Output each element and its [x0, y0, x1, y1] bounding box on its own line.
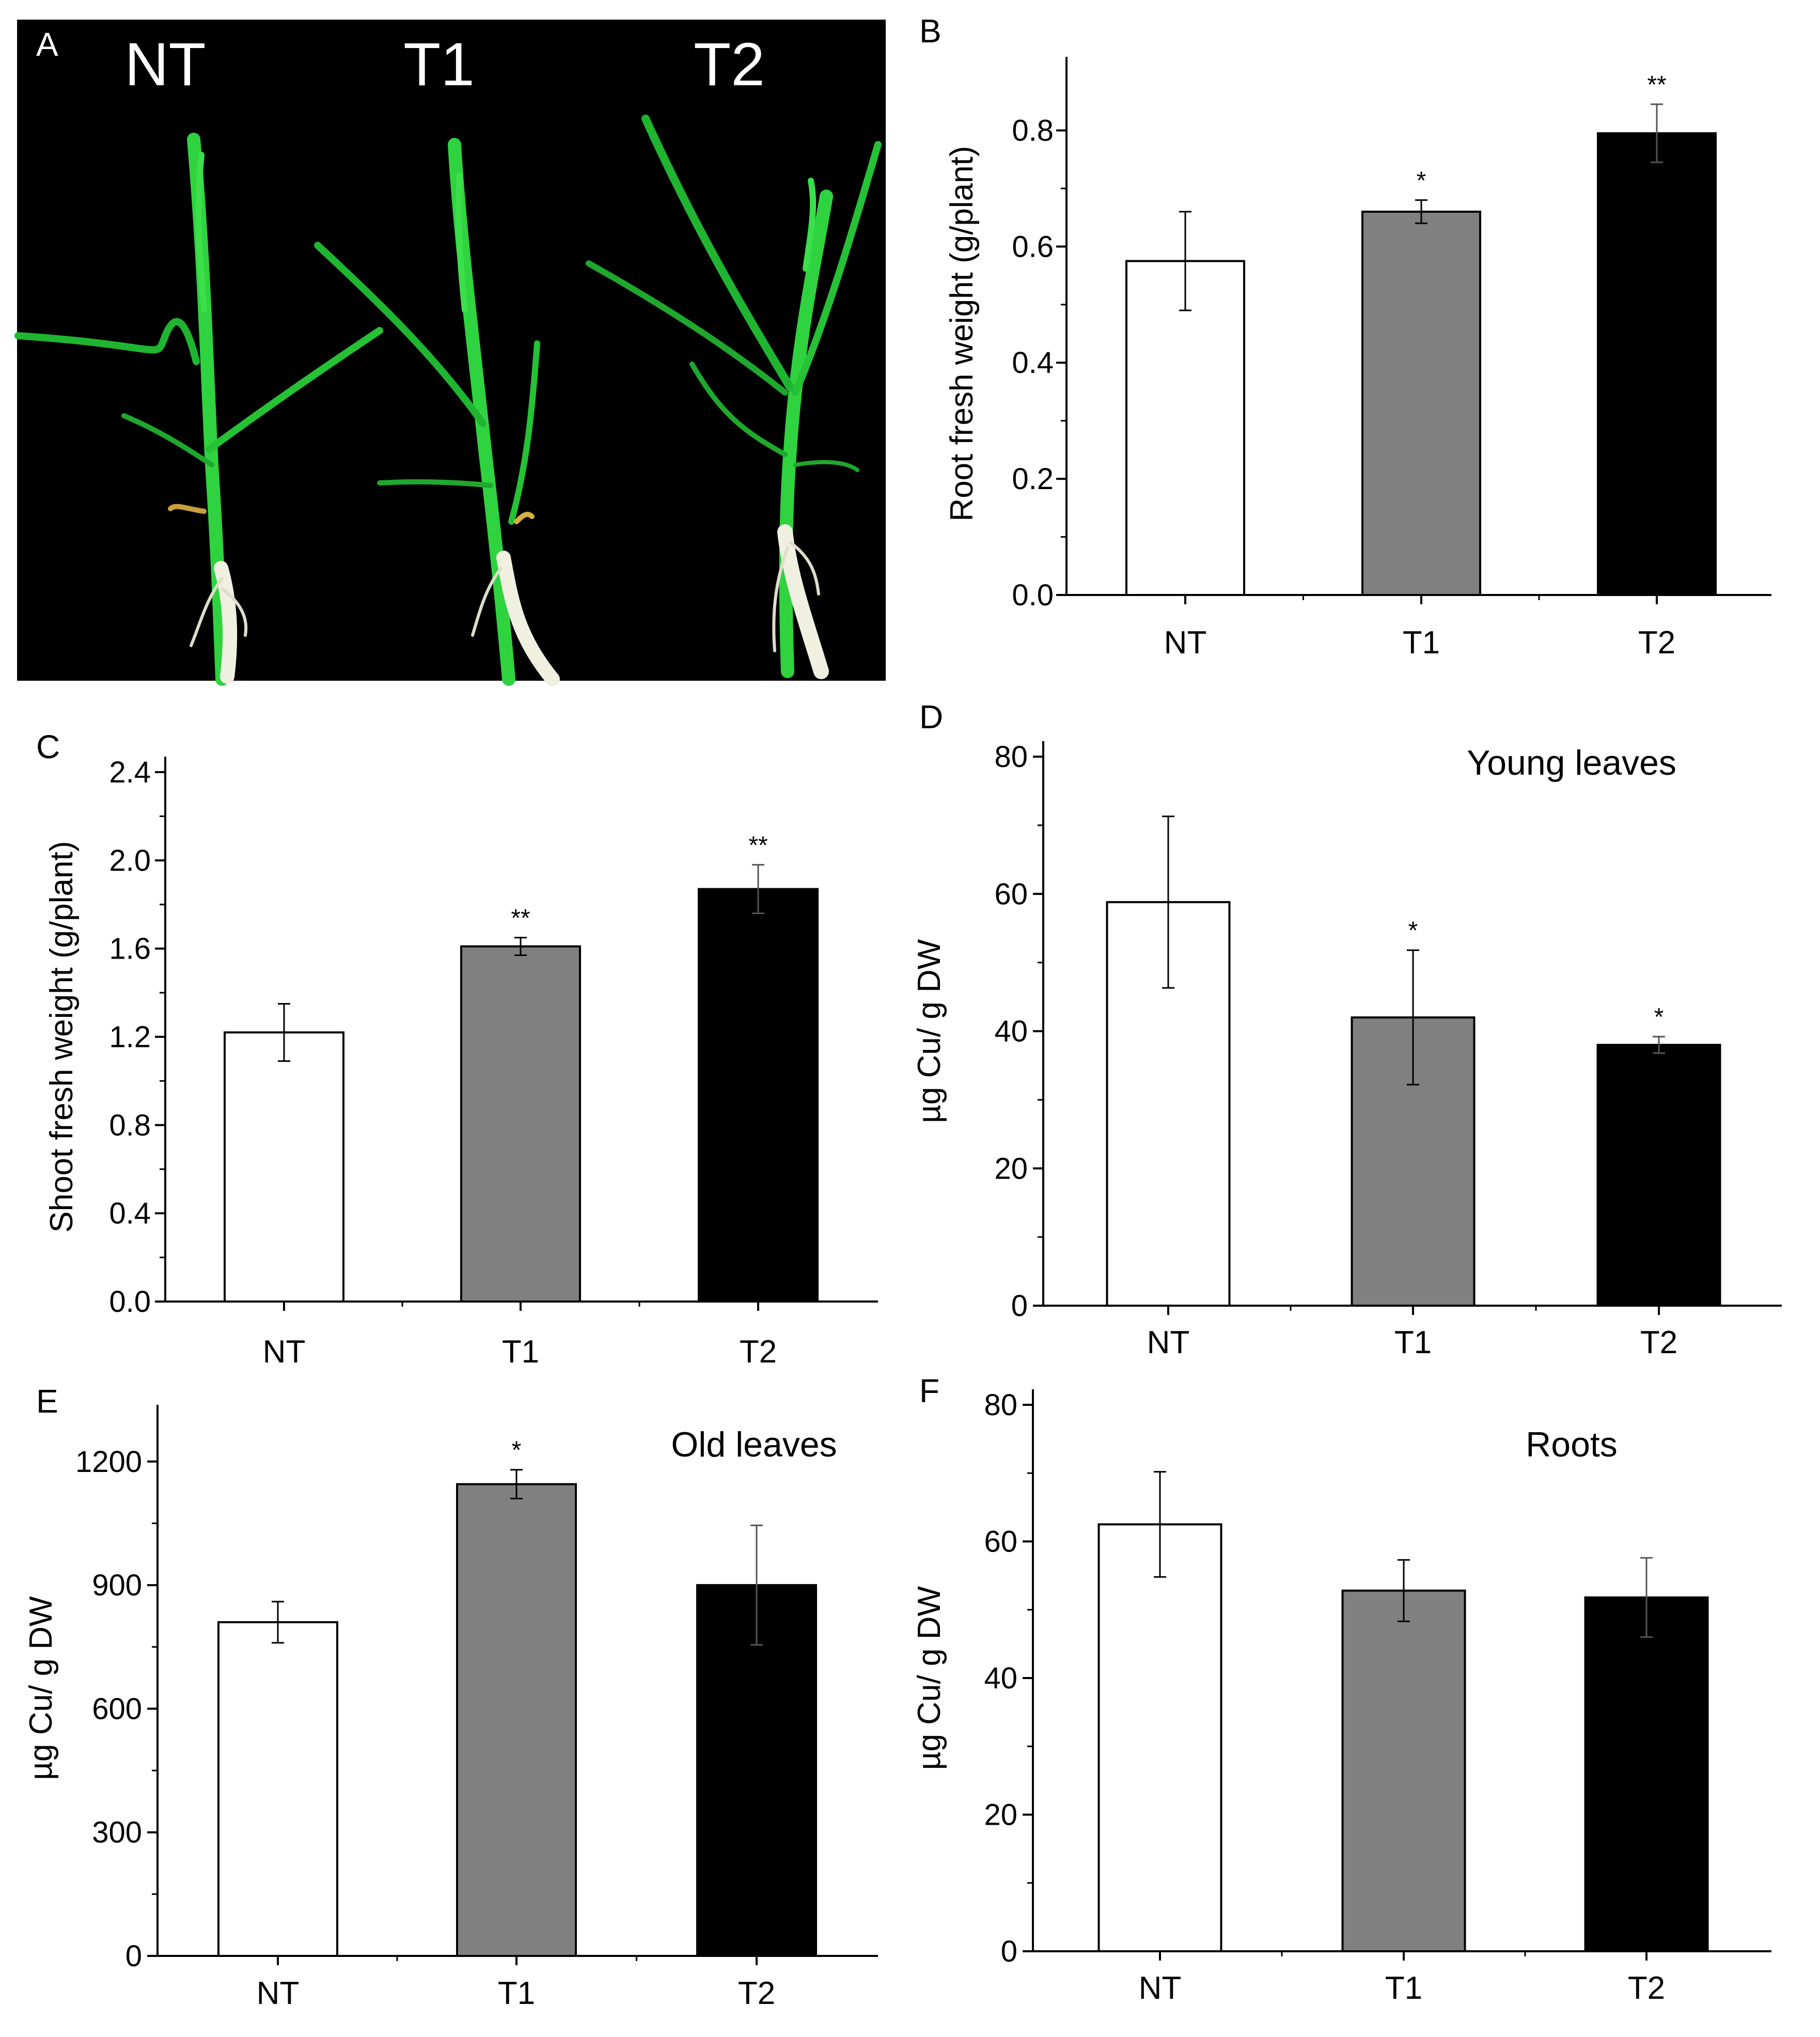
y-tick-label-c: 1.6	[109, 932, 151, 966]
bar-e-nt	[218, 1622, 337, 1956]
significance-mark-d: *	[1408, 917, 1418, 945]
x-tick-label-b: T1	[1403, 625, 1440, 661]
panel-letter-b: B	[919, 12, 942, 50]
x-tick-label-d: T1	[1394, 1325, 1432, 1360]
bar-d-t2	[1598, 1045, 1720, 1306]
chart-title-d: Young leaves	[1467, 743, 1676, 782]
chart-d: D 0 20 40 60 80 µg Cu/ g DW Young leaves NT * T1 * T…	[912, 698, 1782, 1360]
y-tick-label-e: 1200	[75, 1445, 142, 1479]
bar-c-nt	[225, 1032, 343, 1302]
y-tick-label-f: 60	[984, 1525, 1017, 1559]
bar-b-t2	[1598, 133, 1716, 595]
x-tick-label-d: NT	[1147, 1325, 1190, 1360]
x-tick-label-e: T1	[498, 1976, 535, 2011]
y-tick-label-b: 0.2	[1012, 462, 1054, 496]
significance-mark-d: *	[1654, 1004, 1664, 1031]
x-tick-label-c: NT	[263, 1334, 306, 1370]
y-tick-label-f: 0	[1001, 1935, 1017, 1968]
y-tick-label-e: 600	[92, 1692, 142, 1726]
y-axis-label-d: µg Cu/ g DW	[912, 939, 947, 1123]
figure: A NT T1 T2	[0, 0, 1820, 2037]
bar-c-t2	[699, 889, 818, 1302]
y-tick-label-c: 2.4	[109, 756, 151, 789]
y-tick-label-d: 60	[994, 878, 1028, 911]
x-tick-label-c: T2	[740, 1334, 777, 1370]
y-tick-label-c: 0.0	[109, 1285, 151, 1319]
panel-letter-e: E	[36, 1383, 58, 1420]
bar-f-t2	[1586, 1597, 1708, 1951]
y-tick-label-b: 0.6	[1012, 230, 1054, 263]
y-tick-label-d: 40	[994, 1015, 1028, 1048]
significance-mark-e: *	[512, 1437, 522, 1464]
bar-c-t1	[461, 946, 580, 1302]
y-tick-label-b: 0.0	[1012, 578, 1054, 612]
y-tick-label-e: 900	[92, 1569, 142, 1602]
y-tick-label-e: 0	[125, 1939, 142, 1973]
photo-label-t1: T1	[403, 30, 475, 99]
x-tick-label-b: NT	[1164, 625, 1207, 661]
y-axis-label-b: Root fresh weight (g/plant)	[944, 146, 980, 521]
x-tick-label-e: T2	[738, 1976, 775, 2011]
y-tick-label-c: 0.4	[109, 1197, 151, 1230]
panel-letter-f: F	[919, 1372, 939, 1409]
significance-mark-c: **	[748, 832, 767, 859]
y-tick-label-e: 300	[92, 1816, 142, 1850]
y-tick-label-f: 20	[984, 1798, 1017, 1832]
chart-b: B 0.0 0.2 0.4 0.6 0.8 Root fresh weight (g/pla…	[919, 12, 1771, 661]
significance-mark-b: **	[1647, 71, 1666, 99]
y-tick-label-f: 40	[984, 1662, 1017, 1695]
x-tick-label-c: T1	[502, 1334, 539, 1370]
y-tick-label-d: 20	[994, 1152, 1028, 1185]
y-axis-label-f: µg Cu/ g DW	[912, 1586, 947, 1770]
y-axis-label-e: µg Cu/ g DW	[23, 1596, 59, 1780]
y-axis-label-c: Shoot fresh weight (g/plant)	[44, 841, 80, 1232]
chart-e: E 0 300 600 900 1200 µg Cu/ g DW Old leaves NT * T…	[23, 1383, 878, 2011]
chart-title-e: Old leaves	[671, 1425, 837, 1464]
bar-e-t1	[457, 1484, 576, 1956]
photo-label-t2: T2	[694, 30, 765, 99]
panel-letter-a: A	[36, 26, 58, 63]
panel-letter-d: D	[919, 698, 943, 735]
y-tick-label-d: 80	[994, 740, 1028, 774]
y-tick-label-d: 0	[1011, 1289, 1028, 1323]
y-tick-label-c: 2.0	[109, 844, 151, 878]
y-tick-label-b: 0.8	[1012, 114, 1054, 147]
panel-letter-c: C	[36, 728, 60, 765]
y-tick-label-b: 0.4	[1012, 346, 1054, 380]
y-tick-label-f: 80	[984, 1388, 1017, 1422]
photo-label-nt: NT	[124, 30, 206, 99]
bar-f-t1	[1343, 1591, 1465, 1951]
chart-f: F 0 20 40 60 80 µg Cu/ g DW Roots NT T1 T2	[912, 1372, 1771, 2006]
y-tick-label-c: 0.8	[109, 1108, 151, 1142]
significance-mark-c: **	[511, 904, 530, 932]
x-tick-label-e: NT	[257, 1976, 300, 2011]
panel-a: A NT T1 T2	[17, 20, 886, 681]
x-tick-label-d: T2	[1640, 1325, 1677, 1360]
chart-title-f: Roots	[1526, 1425, 1618, 1464]
x-tick-label-f: T1	[1385, 1970, 1422, 2006]
x-tick-label-b: T2	[1638, 625, 1675, 661]
bar-f-nt	[1099, 1524, 1221, 1951]
x-tick-label-f: T2	[1628, 1970, 1665, 2006]
x-tick-label-f: NT	[1139, 1970, 1182, 2006]
chart-c: C 0.0 0.4 0.8 1.2 1.6 2.0 2.4 Shoot fresh weight…	[36, 728, 878, 1370]
bar-b-t1	[1362, 212, 1480, 595]
y-tick-label-c: 1.2	[109, 1021, 151, 1054]
significance-mark-b: *	[1417, 167, 1426, 194]
